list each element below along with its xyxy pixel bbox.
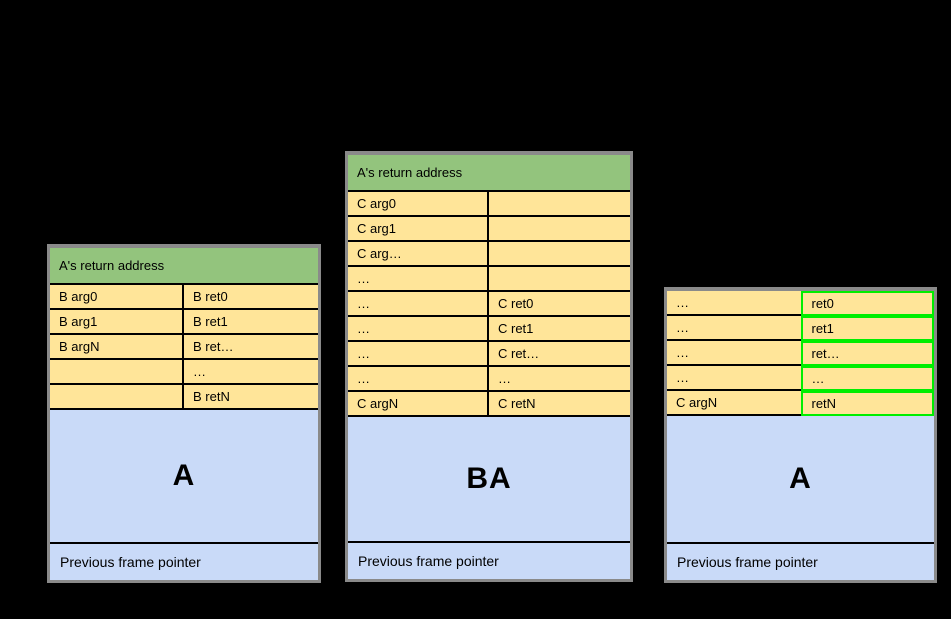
ret-cell: C ret… xyxy=(489,342,630,367)
table-row: …… xyxy=(667,366,934,391)
table-row: C arg1 xyxy=(348,217,630,242)
stack-table-middle: A's return address C arg0 C arg1 C arg……… C… xyxy=(345,151,633,582)
cell-rows: C arg0 C arg1 C arg……… C ret0… C ret1… C ret…… xyxy=(348,192,630,417)
stack-table-left: A's return address B arg0 B ret0 B arg1 B r… xyxy=(47,244,321,583)
ret-cell: C retN xyxy=(489,392,630,417)
stack-table-right: … ret0… ret1… ret……… C argN retN A Previous f… xyxy=(664,287,937,583)
arg-cell: C arg1 xyxy=(348,217,489,242)
arg-cell: … xyxy=(348,292,489,317)
arg-cell: … xyxy=(667,341,801,366)
table-row: … ret1 xyxy=(667,316,934,341)
arg-cell: … xyxy=(667,366,801,391)
ret-cell: … xyxy=(489,367,630,392)
ret-cell: … xyxy=(184,360,318,385)
table-row: C argN retN xyxy=(667,391,934,416)
table-row: …… xyxy=(348,367,630,392)
return-address-header: A's return address xyxy=(348,155,630,192)
ret-cell: B ret… xyxy=(184,335,318,360)
cell-rows: B arg0 B ret0 B arg1 B ret1 B argN B ret…… B r… xyxy=(50,285,318,410)
arg-cell: … xyxy=(348,317,489,342)
return-address-header: A's return address xyxy=(50,248,318,285)
table-row: … C ret… xyxy=(348,342,630,367)
table-row: B argN B ret… xyxy=(50,335,318,360)
ret-cell: C ret0 xyxy=(489,292,630,317)
ret-cell: retN xyxy=(800,391,934,416)
arg-cell: B arg0 xyxy=(50,285,184,310)
ret-cell: B retN xyxy=(184,385,318,410)
frame-label: BA xyxy=(348,417,630,541)
table-row: … C ret1 xyxy=(348,317,630,342)
ret-cell xyxy=(489,267,630,292)
ret-cell xyxy=(489,217,630,242)
arg-cell: … xyxy=(348,342,489,367)
arg-cell: B arg1 xyxy=(50,310,184,335)
previous-frame-pointer: Previous frame pointer xyxy=(348,541,630,579)
arg-cell: … xyxy=(348,267,489,292)
arg-cell xyxy=(50,385,184,410)
arg-cell: … xyxy=(348,367,489,392)
ret-cell: C ret1 xyxy=(489,317,630,342)
previous-frame-pointer: Previous frame pointer xyxy=(667,542,934,580)
arg-cell: C arg0 xyxy=(348,192,489,217)
ret-cell: ret0 xyxy=(800,291,934,316)
table-row: … xyxy=(50,360,318,385)
table-row: … C ret0 xyxy=(348,292,630,317)
ret-cell: B ret1 xyxy=(184,310,318,335)
arg-cell: … xyxy=(667,291,801,316)
frame-label: A xyxy=(667,416,934,542)
ret-cell: ret… xyxy=(800,341,934,366)
cell-rows: … ret0… ret1… ret……… C argN retN xyxy=(667,291,934,416)
ret-cell: B ret0 xyxy=(184,285,318,310)
arg-cell: C arg… xyxy=(348,242,489,267)
ret-cell xyxy=(489,192,630,217)
ret-cell: … xyxy=(800,366,934,391)
table-row: C arg… xyxy=(348,242,630,267)
arg-cell: … xyxy=(667,316,801,341)
arg-cell: C argN xyxy=(667,391,801,416)
table-row: … ret0 xyxy=(667,291,934,316)
table-row: B retN xyxy=(50,385,318,410)
table-row: … xyxy=(348,267,630,292)
frame-label: A xyxy=(50,410,318,542)
table-row: C argN C retN xyxy=(348,392,630,417)
arg-cell: C argN xyxy=(348,392,489,417)
ret-cell: ret1 xyxy=(800,316,934,341)
previous-frame-pointer: Previous frame pointer xyxy=(50,542,318,580)
table-row: B arg1 B ret1 xyxy=(50,310,318,335)
arg-cell: B argN xyxy=(50,335,184,360)
table-row: … ret… xyxy=(667,341,934,366)
arg-cell xyxy=(50,360,184,385)
table-row: C arg0 xyxy=(348,192,630,217)
table-row: B arg0 B ret0 xyxy=(50,285,318,310)
ret-cell xyxy=(489,242,630,267)
